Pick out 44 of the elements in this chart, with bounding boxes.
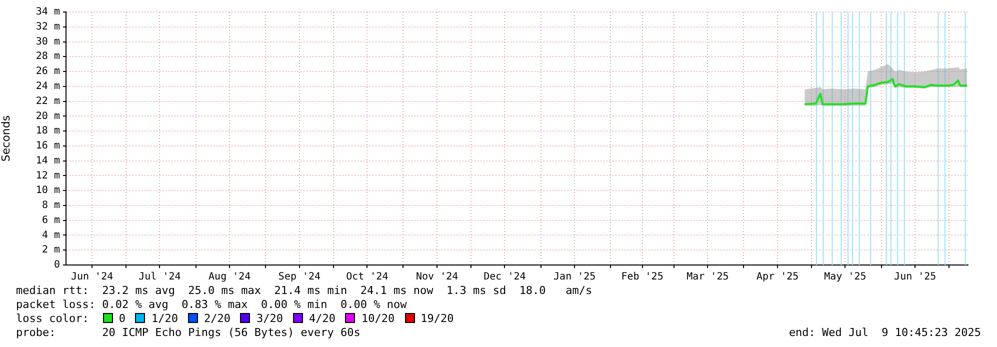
legend-title: loss color: bbox=[16, 312, 89, 325]
y-tick-label: 12 m bbox=[36, 170, 60, 182]
x-tick-label: Oct '24 bbox=[346, 272, 388, 283]
y-tick-label: 26 m bbox=[36, 66, 60, 78]
legend-label: 19/20 bbox=[420, 312, 454, 325]
y-tick-label: 34 m bbox=[36, 6, 60, 18]
x-tick-label: Aug '24 bbox=[208, 272, 251, 283]
legend-label: 1/20 bbox=[151, 312, 178, 325]
x-tick-label: Dec '24 bbox=[484, 272, 526, 283]
legend-label: 3/20 bbox=[256, 312, 283, 325]
y-tick-label: 22 m bbox=[36, 96, 60, 107]
y-tick-label: 24 m bbox=[36, 81, 60, 92]
x-tick-label: Mar '25 bbox=[686, 272, 729, 283]
y-tick-label: 32 m bbox=[36, 21, 60, 32]
y-axis-title: Seconds bbox=[0, 115, 12, 162]
y-tick-label: 14 m bbox=[36, 155, 60, 166]
y-tick-label: 20 m bbox=[36, 110, 60, 122]
legend-label: 0 bbox=[118, 312, 126, 325]
text: end: Wed Jul 9 10:45:23 2025 bbox=[788, 326, 981, 340]
legend-label: 10/20 bbox=[361, 312, 395, 325]
y-tick-label: 28 m bbox=[36, 51, 60, 62]
x-tick-label: Apr '25 bbox=[756, 272, 799, 283]
legend-label: 2/20 bbox=[204, 312, 230, 325]
y-tick-label: 16 m bbox=[36, 140, 60, 152]
y-tick-label: 0 bbox=[54, 260, 60, 271]
x-tick-label: Feb '25 bbox=[621, 272, 664, 283]
y-tick-label: 4 m bbox=[42, 230, 60, 241]
x-tick-label: Jun '25 bbox=[894, 272, 936, 283]
y-tick-label: 8 m bbox=[42, 200, 60, 212]
x-tick-label: May '25 bbox=[824, 272, 866, 283]
y-tick-label: 18 m bbox=[36, 126, 60, 137]
legend-label: 4/20 bbox=[308, 312, 336, 325]
x-tick-label: Nov '24 bbox=[416, 272, 458, 283]
x-tick-label: Sep '24 bbox=[278, 272, 321, 283]
x-tick-label: Jan '25 bbox=[554, 272, 596, 283]
y-tick-label: 6 m bbox=[42, 214, 60, 226]
x-tick-label: Jun '24 bbox=[70, 272, 114, 283]
y-tick-label: 30 m bbox=[36, 36, 60, 48]
text: median rtt: 23.2 ms avg 25.0 ms max 21.4 ms min 24.1 ms now 1.3 ms sd 18.0 am/s bbox=[16, 284, 592, 298]
y-tick-label: 2 m bbox=[42, 244, 60, 256]
x-tick-label: Jul '24 bbox=[138, 272, 181, 283]
text: probe: 20 ICMP Echo Pings (56 Bytes) every 60s bbox=[16, 326, 360, 340]
y-tick-label: 10 m bbox=[36, 185, 60, 196]
text: packet loss: 0.02 % avg 0.83 % max 0.00 % min 0.00 % now bbox=[16, 298, 407, 312]
